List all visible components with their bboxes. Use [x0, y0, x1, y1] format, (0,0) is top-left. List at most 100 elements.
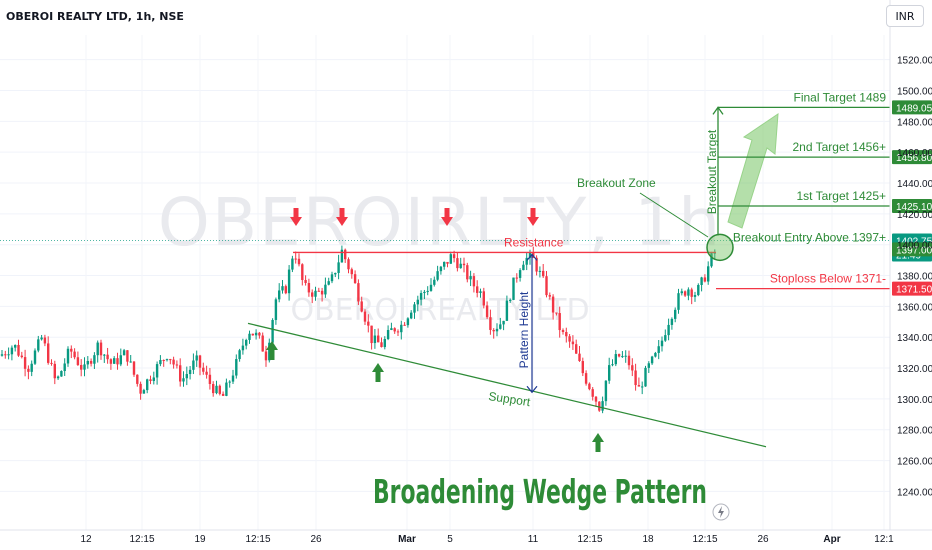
- candle-body: [367, 321, 370, 326]
- candle-body: [149, 379, 152, 381]
- y-tick-label: 1380.00: [897, 272, 932, 283]
- candle-body: [37, 339, 40, 351]
- candle-body: [99, 342, 103, 356]
- candle-body: [489, 317, 492, 330]
- candle-body: [426, 290, 429, 292]
- candle-body: [132, 361, 136, 375]
- lightning-icon[interactable]: [712, 503, 730, 521]
- candle-body: [23, 357, 27, 369]
- price-tag-value: 1489.05: [896, 103, 932, 114]
- candle-body: [456, 258, 459, 269]
- candle-body: [703, 277, 707, 282]
- candle-body: [680, 291, 683, 294]
- candle-body: [155, 364, 159, 378]
- currency-button[interactable]: INR: [886, 5, 924, 27]
- support-line: [247, 322, 767, 448]
- price-tag: 1397.00: [892, 242, 932, 257]
- candle-body: [512, 277, 515, 300]
- candle-body: [4, 354, 7, 356]
- x-tick-label: 12:15: [692, 534, 717, 545]
- breakout-zone-label: Breakout Zone: [577, 176, 656, 190]
- candle-body: [264, 351, 268, 361]
- candle-body: [568, 336, 571, 342]
- x-tick-label: 12:15: [577, 534, 602, 545]
- x-tick-label: Mar: [398, 534, 416, 545]
- candle-body: [20, 355, 23, 358]
- y-tick-label: 1420.00: [897, 210, 932, 221]
- red-down-arrow-icon: [290, 208, 302, 226]
- candle-body: [215, 385, 218, 394]
- candle-body: [545, 276, 548, 296]
- candle-body: [370, 325, 373, 344]
- green-up-arrow-icon: [266, 341, 278, 360]
- candle-body: [363, 311, 367, 322]
- candle-body: [195, 355, 198, 361]
- x-tick-label: 18: [642, 534, 654, 545]
- candle-body: [565, 332, 568, 337]
- candle-body: [690, 289, 693, 297]
- candle-body: [231, 375, 235, 382]
- x-tick-label: 26: [310, 534, 322, 545]
- candle-body: [291, 258, 294, 270]
- y-tick-label: 1400.00: [897, 241, 932, 252]
- price-tag-value: 1371.50: [896, 285, 932, 296]
- candle-body: [113, 358, 116, 364]
- candle-body: [278, 290, 281, 300]
- candle-body: [221, 393, 225, 396]
- candle-body: [238, 350, 241, 360]
- candle-body: [584, 373, 588, 384]
- price-tag: 1489.05: [892, 100, 932, 115]
- candle-body: [499, 324, 502, 329]
- projection-arrow-icon: [727, 113, 779, 229]
- breakout-target-label: Breakout Target: [705, 129, 719, 214]
- x-tick-label: 5: [447, 534, 453, 545]
- grid-lines: [0, 35, 890, 530]
- candle-body: [674, 309, 677, 319]
- candle-body: [535, 257, 538, 272]
- candle-body: [83, 364, 86, 370]
- candle-body: [670, 318, 674, 325]
- price-tag-value: 1397.00: [896, 245, 932, 256]
- candle-body: [86, 360, 89, 365]
- candle-body: [96, 342, 99, 356]
- candle-body: [14, 344, 17, 348]
- candle-body: [466, 265, 469, 280]
- x-tick-label: 19: [194, 534, 206, 545]
- price-axis[interactable]: 1240.00 1260.00 1280.00 1300.00 1320.00 1340.…: [889, 0, 932, 530]
- candle-body: [515, 277, 518, 279]
- price-tag: 1425.10: [892, 199, 932, 214]
- candle-body: [327, 281, 330, 285]
- time-axis[interactable]: 12 12:15 19 12:15 26 Mar 5 11 12:15 18 12:15 26 Apr 1…: [0, 529, 932, 545]
- candle-body: [423, 291, 426, 294]
- candle-body: [697, 284, 700, 296]
- candle-body: [393, 328, 396, 332]
- price-tag: 1371.50: [892, 281, 932, 296]
- candle-body: [248, 333, 251, 340]
- candle-body: [532, 252, 535, 258]
- candle-body: [281, 286, 284, 291]
- candle-body: [551, 296, 555, 313]
- breakout-zone-pointer: [639, 192, 709, 238]
- candle-body: [700, 277, 703, 285]
- candle-body: [7, 354, 10, 356]
- candle-body: [126, 350, 129, 362]
- candle-body: [344, 249, 347, 260]
- candle-body: [169, 359, 172, 361]
- candle-body: [202, 367, 205, 372]
- candle-body: [334, 272, 337, 275]
- candle-body: [644, 367, 647, 387]
- candle-body: [136, 374, 139, 384]
- price-tag-value: 1456.80: [896, 153, 932, 164]
- candle-body: [380, 342, 383, 348]
- candle-body: [446, 261, 449, 264]
- candle-body: [710, 253, 713, 267]
- candle-body: [561, 330, 565, 333]
- candle-body: [27, 368, 30, 372]
- candle-body: [258, 332, 261, 336]
- candle-body: [146, 379, 149, 391]
- candle-body: [433, 279, 436, 285]
- pattern-height-label: Pattern Height: [517, 291, 531, 368]
- candle-body: [476, 286, 479, 293]
- candle-body: [297, 258, 301, 265]
